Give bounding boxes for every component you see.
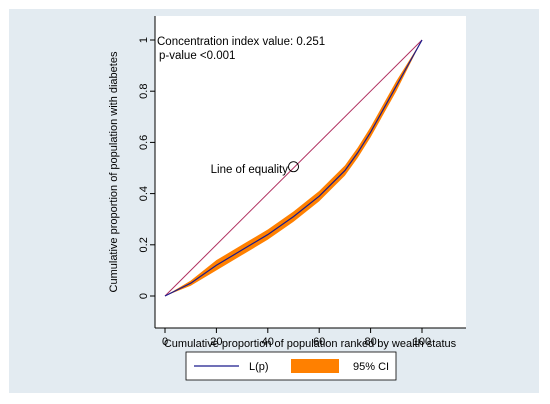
x-tick-label: 0 (162, 336, 168, 348)
line-of-equality-label: Line of equality (211, 164, 289, 176)
x-tick-label: 80 (364, 336, 376, 348)
legend-label-ci: 95% CI (353, 361, 389, 373)
equality-marker (288, 161, 299, 173)
plot-region (155, 16, 466, 328)
line-of-equality (164, 39, 423, 297)
concentration-index-annotation: Concentration index value: 0.251 (157, 36, 325, 48)
chart-frame: 0 20 40 60 80 100 0 0.2 0.4 0.6 0.8 1 Cumulative pro… (9, 9, 539, 393)
y-tick-label: 0.8 (138, 84, 150, 99)
concentration-curve-chart: 0 20 40 60 80 100 0 0.2 0.4 0.6 0.8 1 Cumulative pro… (108, 16, 466, 381)
x-tick-label: 100 (413, 336, 431, 348)
y-tick-label: 1 (138, 37, 150, 43)
legend-band-swatch (291, 359, 339, 373)
y-tick-label: 0 (138, 293, 150, 299)
y-tick-label: 0.2 (138, 237, 150, 252)
x-tick-label: 20 (210, 336, 222, 348)
x-tick-label: 60 (313, 336, 325, 348)
p-value-annotation: p-value <0.001 (159, 50, 235, 62)
x-axis-title: Cumulative proportion of population rank… (164, 338, 457, 350)
y-axis-title: Cumulative proportion of population with… (108, 51, 120, 292)
legend-label-lp: L(p) (249, 361, 269, 373)
y-tick-label: 0.4 (138, 186, 150, 201)
legend: L(p) 95% CI (185, 351, 397, 381)
lp-curve-line (164, 39, 423, 297)
x-tick-label: 40 (262, 336, 274, 348)
y-tick-label: 0.6 (138, 135, 150, 150)
